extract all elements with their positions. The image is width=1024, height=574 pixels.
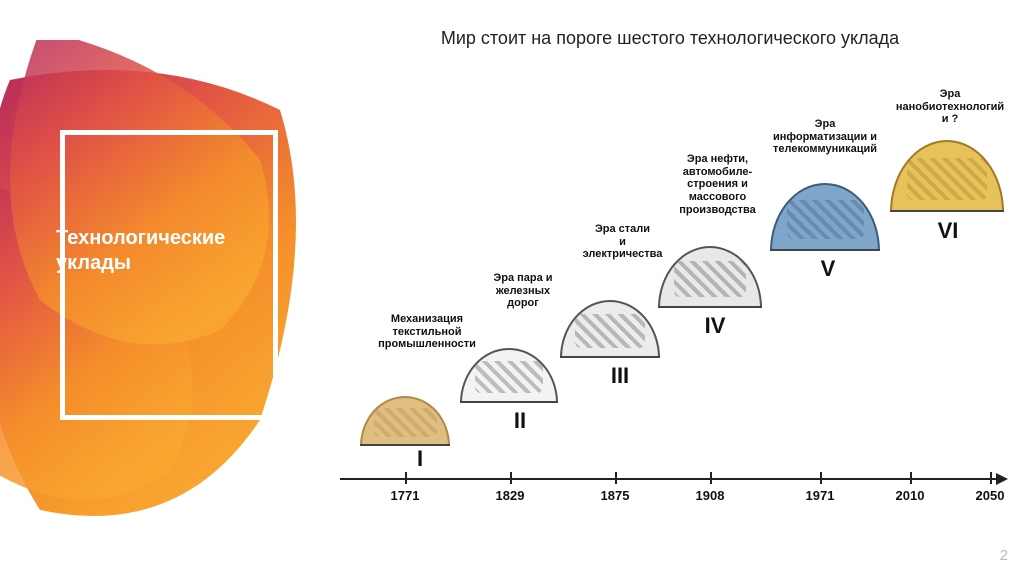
year-label: 1971 [806,488,835,503]
year-label: 2050 [976,488,1005,503]
roman-numeral: VI [918,218,978,244]
year-label: 1829 [496,488,525,503]
roman-numeral: II [490,408,550,434]
year-label: 1908 [696,488,725,503]
era-dome [460,348,558,403]
tick [990,472,992,484]
timeline-axis: 1771182918751908197120102050 [340,478,1000,480]
tick [615,472,617,484]
era-dome [658,246,762,308]
era-label: Механизациятекстильнойпромышленности [372,313,482,351]
tick [510,472,512,484]
roman-numeral: III [590,363,650,389]
page-number: 2 [1000,547,1008,564]
axis-arrow-icon [996,473,1008,485]
roman-numeral: I [390,446,450,472]
tick [710,472,712,484]
roman-numeral: V [798,256,858,282]
era-dome [360,396,450,446]
era-label: Эра сталииэлектричества [575,223,670,261]
roman-numeral: IV [685,313,745,339]
tick [820,472,822,484]
era-dome [890,140,1004,212]
era-label: Эраинформатизации ителекоммуникаций [760,118,890,156]
side-title: Технологическиеуклады [56,226,225,276]
year-label: 2010 [896,488,925,503]
tick [405,472,407,484]
era-dome [770,183,880,251]
chart-title: Мир стоит на пороге шестого технологичес… [330,28,1010,49]
era-label: Эра пара ижелезныхдорог [478,272,568,310]
era-dome [560,300,660,358]
tech-waves-diagram: Мир стоит на пороге шестого технологичес… [330,28,1010,548]
year-label: 1771 [391,488,420,503]
brush-stroke-graphic [0,60,330,520]
era-label: Эрананобиотехнологийи ? [885,88,1015,126]
tick [910,472,912,484]
year-label: 1875 [601,488,630,503]
era-label: Эра нефти,автомобиле-строения имассового… [665,153,770,216]
